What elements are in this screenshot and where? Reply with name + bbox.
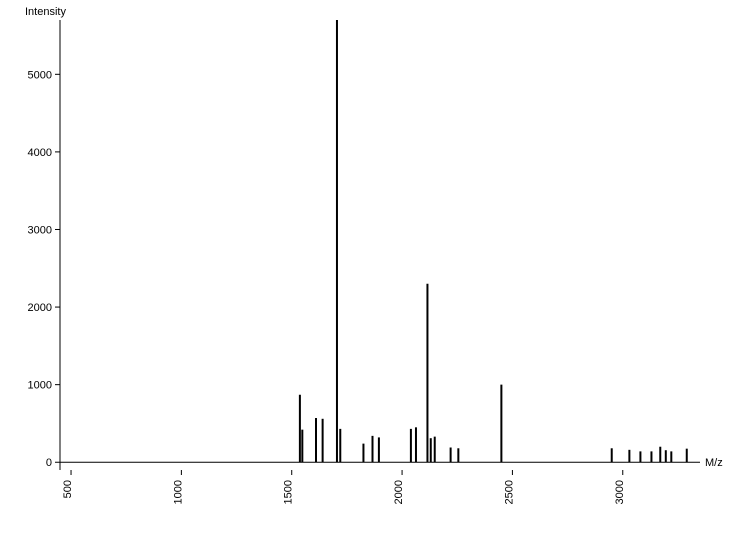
- spectrum-svg: 0 1000 2000 3000 4000 5000 500 1000 1500 2000 2500…: [0, 0, 750, 540]
- x-tick-label: 3000: [614, 480, 626, 504]
- x-tick-label: 2500: [503, 480, 515, 504]
- x-tick-label: 1500: [283, 480, 295, 504]
- y-tick-label: 0: [46, 457, 52, 469]
- y-axis-label: Intensity: [25, 6, 66, 18]
- x-tick-label: 500: [62, 480, 74, 498]
- x-axis-label: M/z: [705, 457, 723, 469]
- y-tick-label: 5000: [28, 69, 52, 81]
- y-tick-label: 1000: [28, 380, 52, 392]
- y-tick-label: 2000: [28, 302, 52, 314]
- x-tick-label: 2000: [393, 480, 405, 504]
- y-tick-label: 3000: [28, 224, 52, 236]
- mass-spectrum-chart: 0 1000 2000 3000 4000 5000 500 1000 1500 2000 2500…: [0, 0, 750, 540]
- y-tick-label: 4000: [28, 147, 52, 159]
- x-tick-label: 1000: [172, 480, 184, 504]
